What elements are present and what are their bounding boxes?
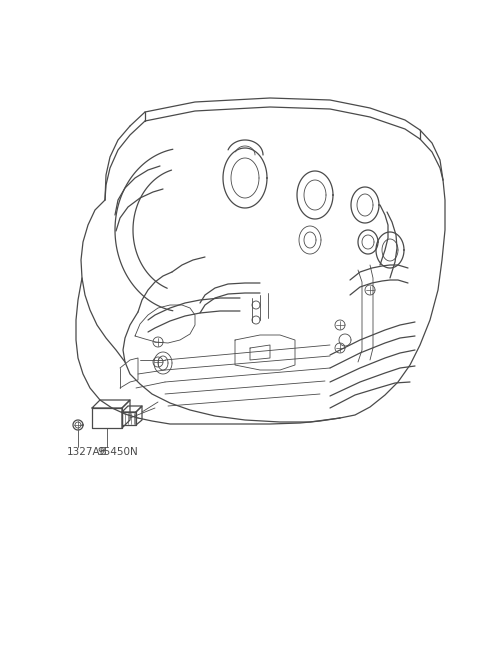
Text: 1327AB: 1327AB — [67, 447, 108, 457]
Text: 95450N: 95450N — [97, 447, 138, 457]
